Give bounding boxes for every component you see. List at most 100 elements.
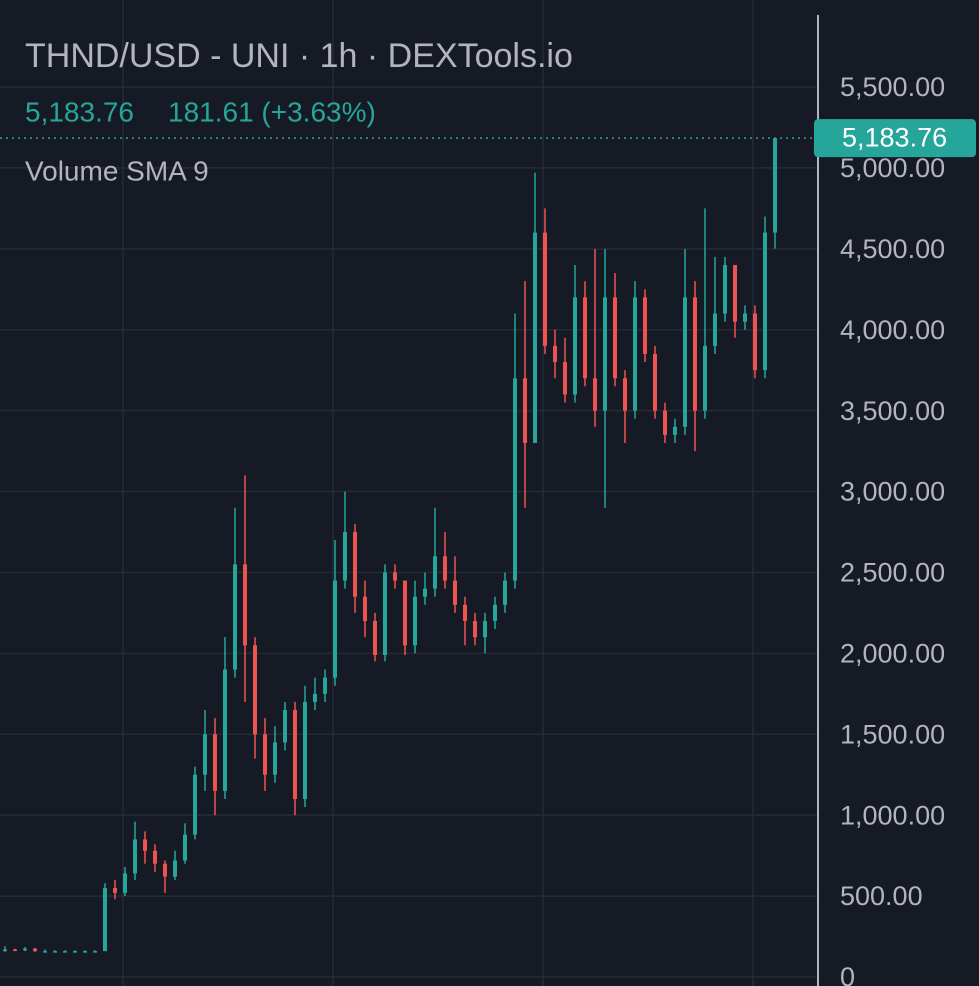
candle-body <box>673 426 677 435</box>
candle-body <box>513 378 517 581</box>
candle-body <box>313 693 317 702</box>
candle-body <box>353 531 357 597</box>
candle-body <box>453 580 457 605</box>
candle-body <box>213 734 217 791</box>
candle-body <box>113 888 117 893</box>
y-tick-label: 3,000.00 <box>840 477 945 507</box>
y-tick-label: 500.00 <box>840 881 923 911</box>
indicator-label: Volume SMA 9 <box>25 155 209 186</box>
candle-body <box>653 353 657 411</box>
candle-body <box>123 873 127 893</box>
candle-body <box>553 345 557 363</box>
candle-body <box>323 677 327 694</box>
candle-body <box>693 297 697 411</box>
candle-body <box>713 313 717 346</box>
candle-body <box>743 313 747 322</box>
candle-body <box>683 297 687 427</box>
candle-body <box>623 378 627 411</box>
candle-body <box>363 596 367 621</box>
candle-body <box>53 951 57 953</box>
y-tick-label: 5,500.00 <box>840 72 945 102</box>
last-price: 5,183.76 <box>25 96 134 127</box>
candle-body <box>243 564 247 646</box>
candle-body <box>273 742 277 775</box>
candle-body <box>203 734 207 775</box>
candle-body <box>383 572 387 655</box>
y-tick-label: 2,000.00 <box>840 638 945 668</box>
candle-body <box>773 138 777 233</box>
chart-title: THND/USD - UNI · 1h · DEXTools.io <box>25 37 573 75</box>
candle-body <box>63 951 67 953</box>
y-tick-label: 1,000.00 <box>840 800 945 830</box>
candle-body <box>303 701 307 800</box>
candle-body <box>263 734 267 775</box>
candle-body <box>403 580 407 646</box>
candle-body <box>423 588 427 597</box>
candle-body <box>43 951 47 953</box>
candle-body <box>143 839 147 851</box>
candle-body <box>223 669 227 791</box>
candle-body <box>23 948 27 951</box>
candle-body <box>333 580 337 678</box>
candle-body <box>763 232 767 371</box>
candle-body <box>753 313 757 371</box>
y-tick-label: 2,500.00 <box>840 558 945 588</box>
candle-body <box>3 949 7 951</box>
grid <box>0 86 818 978</box>
last-price-tag <box>814 119 976 158</box>
candle-body <box>603 297 607 411</box>
candle-body <box>393 572 397 581</box>
candle-body <box>723 264 727 314</box>
candle-body <box>93 951 97 953</box>
candle-body <box>483 620 487 638</box>
candle-body <box>463 604 467 621</box>
y-tick-label: 4,500.00 <box>840 234 945 264</box>
candle-body <box>583 297 587 379</box>
candle-body <box>413 596 417 646</box>
y-tick-label: 4,000.00 <box>840 315 945 345</box>
candle-body <box>493 604 497 621</box>
candle-body <box>543 232 547 346</box>
candle-body <box>13 949 17 951</box>
candle-body <box>643 297 647 354</box>
candle-body <box>503 580 507 605</box>
candle-body <box>73 951 77 953</box>
candle-body <box>283 710 287 743</box>
candles <box>0 137 818 953</box>
candle-body <box>593 378 597 411</box>
y-tick-label: 1,500.00 <box>840 719 945 749</box>
candle-body <box>373 620 377 655</box>
candle-body <box>193 774 197 835</box>
candle-body <box>633 297 637 411</box>
candle-body <box>153 850 157 864</box>
candle-body <box>523 378 527 443</box>
y-tick-label: 3,500.00 <box>840 396 945 426</box>
candle-body <box>293 710 297 800</box>
candle-body <box>443 556 447 581</box>
candle-body <box>163 863 167 877</box>
candle-body <box>33 948 37 952</box>
candle-body <box>253 645 257 735</box>
y-tick-label: 0 <box>840 962 855 986</box>
y-tick-label: 5,000.00 <box>840 153 945 183</box>
candle-body <box>133 839 137 874</box>
price-axis: 0 500.00 1,000.00 1,500.00 2,000.00 2,500.00 3… <box>814 72 976 986</box>
candle-body <box>103 888 107 952</box>
candle-body <box>433 556 437 589</box>
candle-body <box>573 297 577 395</box>
candle-body <box>173 860 177 877</box>
candle-body <box>83 951 87 953</box>
candle-body <box>613 297 617 379</box>
candle-body <box>563 362 567 395</box>
price-change: 181.61 (+3.63%) <box>168 96 376 127</box>
candle-body <box>703 345 707 411</box>
candle-body <box>533 232 537 443</box>
candle-body <box>343 531 347 581</box>
candle-body <box>473 620 477 638</box>
candle-body <box>663 410 667 435</box>
candle-body <box>183 834 187 861</box>
last-price-tag-label: 5,183.76 <box>842 122 947 152</box>
